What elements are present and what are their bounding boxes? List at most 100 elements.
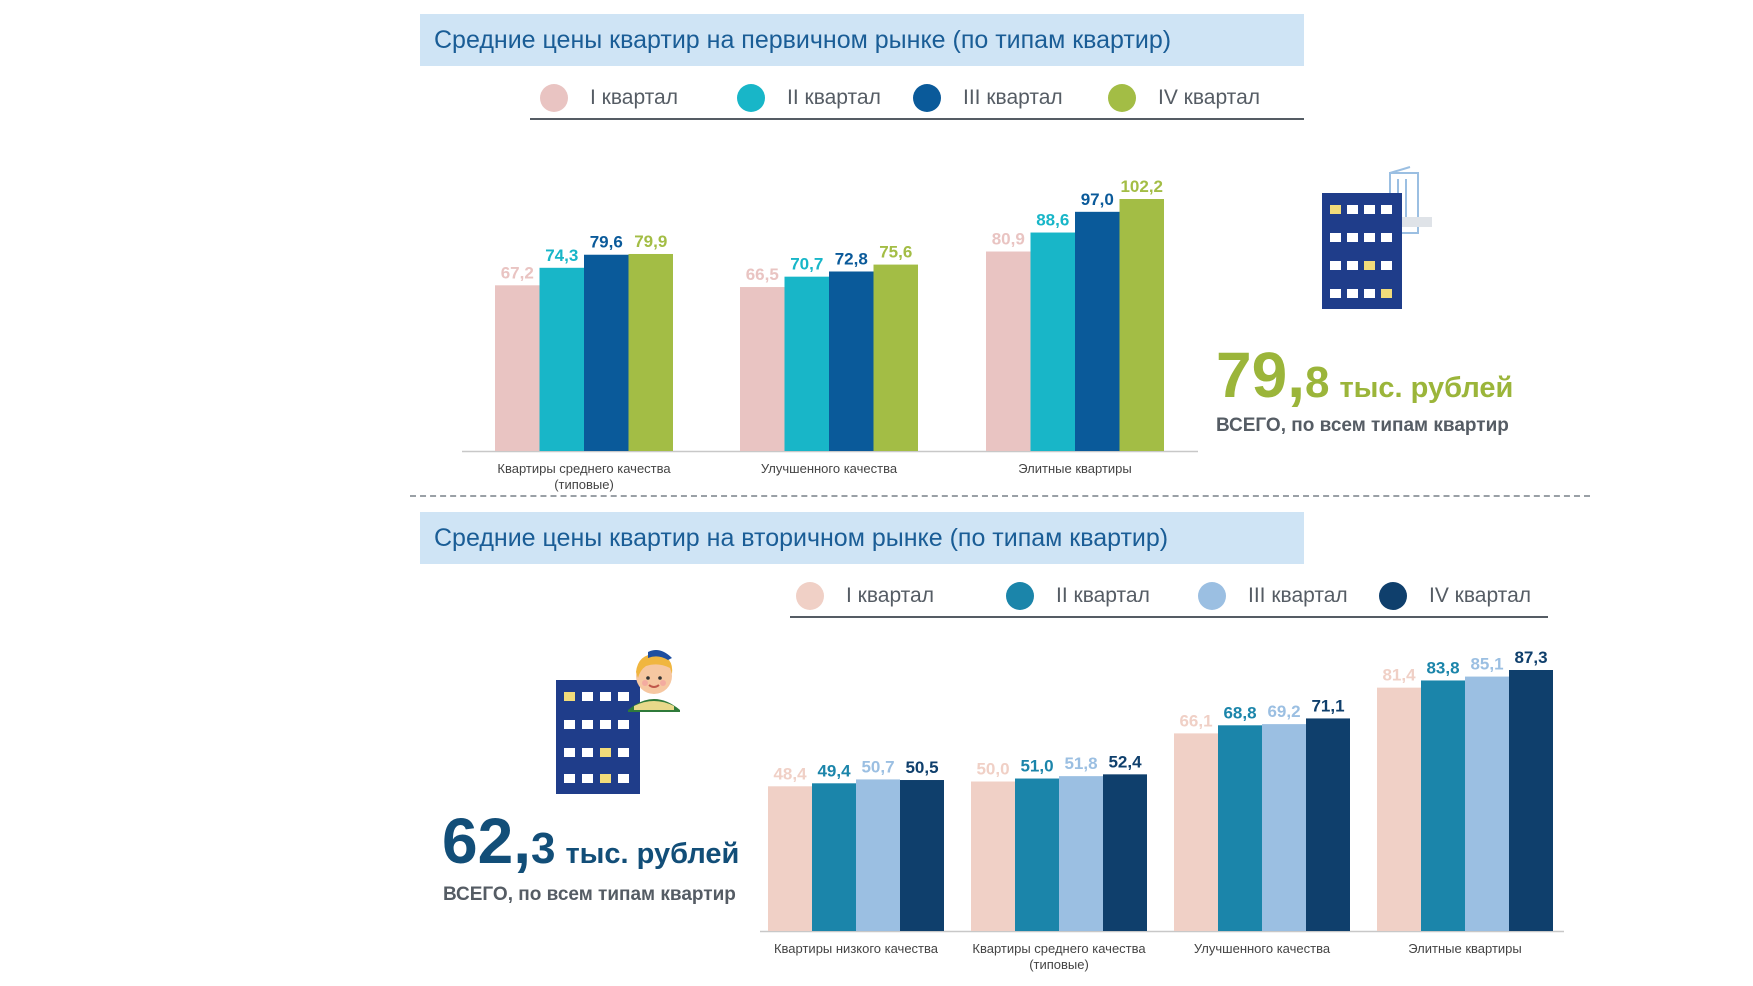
bar-1-q1 <box>768 786 812 931</box>
bar-4-q3 <box>1465 676 1509 931</box>
category-label: (типовые) <box>1029 957 1089 972</box>
data-label: 80,9 <box>992 230 1025 249</box>
legend-label-q3: III квартал <box>963 86 1063 109</box>
building-with-person-icon <box>556 650 680 794</box>
bar-2-q1 <box>740 287 785 451</box>
data-label: 50,5 <box>905 758 938 777</box>
data-label: 69,2 <box>1267 702 1300 721</box>
secondary-chart-title: Средние цены квартир на вторичном рынке … <box>420 512 1304 564</box>
data-label: 51,8 <box>1064 754 1097 773</box>
legend-label-q1: I квартал <box>590 86 678 109</box>
bar-3-q3 <box>1262 724 1306 931</box>
legend-item-q2: II квартал <box>1006 582 1150 610</box>
category-label: Квартиры низкого качества <box>774 941 939 956</box>
primary-legend: I квартал II квартал III квартал IV квар… <box>530 78 1304 120</box>
data-label: 67,2 <box>501 263 534 282</box>
bar-3-q3 <box>1075 211 1120 451</box>
legend-item-q2: II квартал <box>737 84 881 112</box>
bar-1-q3 <box>584 254 629 451</box>
category-label: Элитные квартиры <box>1408 941 1522 956</box>
secondary-total-caption: ВСЕГО, по всем типам квартир <box>443 884 736 905</box>
primary-total-unit: тыс. рублей <box>1339 372 1514 404</box>
data-label: 72,8 <box>835 249 868 268</box>
bar-2-q4 <box>873 264 918 451</box>
primary-total-int: 79, <box>1216 339 1305 411</box>
category-label: Улучшенного качества <box>761 461 898 476</box>
secondary-total-int: 62, <box>442 805 531 877</box>
data-label: 70,7 <box>790 255 823 274</box>
legend-label-q4: IV квартал <box>1429 584 1531 607</box>
secondary-legend: I квартал II квартал III квартал IV квар… <box>790 576 1548 618</box>
category-label: (типовые) <box>554 477 614 492</box>
data-label: 87,3 <box>1514 648 1547 667</box>
legend-label-q2: II квартал <box>787 86 881 109</box>
primary-total-dec: 8 <box>1304 358 1330 407</box>
data-label: 88,6 <box>1036 211 1069 230</box>
data-label: 51,0 <box>1020 757 1053 776</box>
data-label: 79,6 <box>590 233 623 252</box>
legend-item-q4: IV квартал <box>1108 84 1260 112</box>
bar-1-q2 <box>539 267 584 451</box>
primary-total-value: 79,8 тыс. рублей <box>1216 338 1513 412</box>
legend-swatch-q3 <box>1198 582 1226 610</box>
legend-swatch-q1 <box>796 582 824 610</box>
data-label: 79,9 <box>634 232 667 251</box>
data-label: 50,7 <box>861 757 894 776</box>
data-label: 66,5 <box>746 265 779 284</box>
category-label: Улучшенного качества <box>1194 941 1331 956</box>
bar-1-q1 <box>495 285 540 451</box>
primary-chart-title: Средние цены квартир на первичном рынке … <box>420 14 1304 66</box>
section-divider <box>410 495 1590 497</box>
category-label: Квартиры среднего качества <box>972 941 1146 956</box>
legend-item-q3: III квартал <box>1198 582 1348 610</box>
data-label: 75,6 <box>879 243 912 262</box>
legend-label-q1: I квартал <box>846 584 934 607</box>
data-label: 74,3 <box>545 246 578 265</box>
legend-label-q3: III квартал <box>1248 584 1348 607</box>
data-label: 85,1 <box>1470 655 1503 674</box>
category-label: Элитные квартиры <box>1018 461 1132 476</box>
data-label: 52,4 <box>1108 752 1142 771</box>
bar-3-q4 <box>1306 718 1350 931</box>
secondary-total-unit: тыс. рублей <box>565 838 740 870</box>
data-label: 71,1 <box>1311 696 1344 715</box>
bar-4-q1 <box>1377 687 1421 931</box>
data-label: 81,4 <box>1382 666 1416 685</box>
bar-1-q4 <box>628 253 673 451</box>
legend-swatch-q4 <box>1379 582 1407 610</box>
bar-4-q4 <box>1509 670 1553 931</box>
bar-3-q2 <box>1030 232 1075 451</box>
data-label: 50,0 <box>976 760 1009 779</box>
bar-1-q2 <box>812 783 856 931</box>
data-label: 66,1 <box>1179 711 1212 730</box>
bar-2-q3 <box>829 271 874 451</box>
bar-2-q3 <box>1059 776 1103 931</box>
legend-swatch-q1 <box>540 84 568 112</box>
data-label: 49,4 <box>817 761 851 780</box>
bar-2-q2 <box>1015 778 1059 931</box>
bar-3-q1 <box>986 251 1031 451</box>
bar-2-q4 <box>1103 774 1147 931</box>
building-icon <box>1322 166 1432 309</box>
legend-item-q4: IV квартал <box>1379 582 1531 610</box>
bar-1-q3 <box>856 779 900 931</box>
legend-item-q1: I квартал <box>540 84 678 112</box>
data-label: 83,8 <box>1426 658 1459 677</box>
bar-3-q2 <box>1218 725 1262 931</box>
primary-total-caption: ВСЕГО, по всем типам квартир <box>1216 415 1509 436</box>
data-label: 97,0 <box>1081 190 1114 209</box>
legend-label-q4: IV квартал <box>1158 86 1260 109</box>
bar-4-q2 <box>1421 680 1465 931</box>
secondary-total-dec: 3 <box>530 824 556 873</box>
legend-swatch-q4 <box>1108 84 1136 112</box>
bar-3-q1 <box>1174 733 1218 931</box>
bar-2-q2 <box>784 276 829 451</box>
legend-item-q1: I квартал <box>796 582 934 610</box>
legend-swatch-q3 <box>913 84 941 112</box>
secondary-total-value: 62,3 тыс. рублей <box>442 804 739 878</box>
legend-item-q3: III квартал <box>913 84 1063 112</box>
legend-swatch-q2 <box>737 84 765 112</box>
legend-label-q2: II квартал <box>1056 584 1150 607</box>
data-label: 102,2 <box>1120 177 1163 196</box>
